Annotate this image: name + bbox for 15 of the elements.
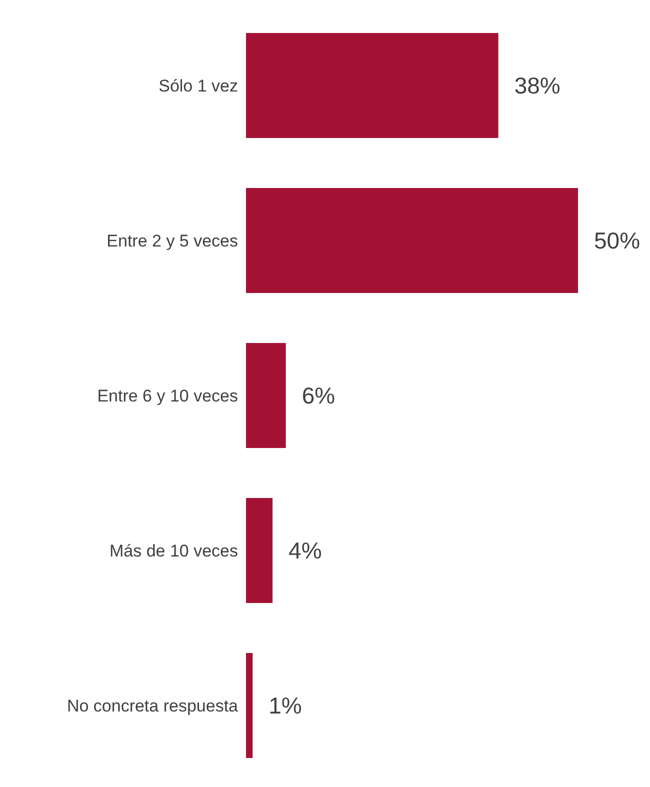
y-tick-label: Más de 10 veces — [109, 542, 238, 561]
data-label: 1% — [268, 692, 302, 718]
y-tick-label: No concreta respuesta — [66, 696, 239, 716]
data-label: 6% — [302, 382, 336, 408]
data-label: 50% — [594, 228, 640, 254]
data-label: 38% — [514, 72, 560, 98]
data-label: 4% — [288, 538, 322, 564]
bar — [246, 653, 253, 758]
y-tick-label: Entre 6 y 10 veces — [97, 386, 238, 406]
bar — [246, 33, 498, 138]
y-tick-label: Sólo 1 vez — [158, 76, 238, 96]
bar — [246, 188, 578, 293]
bar — [246, 498, 273, 603]
y-tick-label: Entre 2 y 5 veces — [106, 232, 238, 251]
bar — [246, 343, 286, 448]
